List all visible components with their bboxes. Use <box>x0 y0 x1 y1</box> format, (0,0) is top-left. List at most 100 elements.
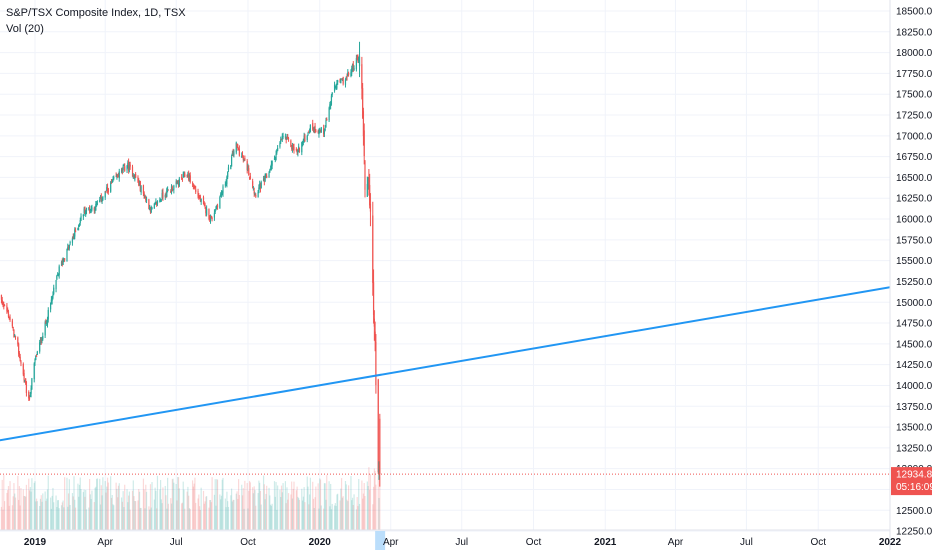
candle-body <box>128 165 130 170</box>
symbol-title[interactable]: S&P/TSX Composite Index, 1D, TSX <box>6 7 186 19</box>
volume-bar <box>209 500 211 530</box>
volume-bar <box>301 500 304 530</box>
candle-body <box>93 207 95 211</box>
candle-body <box>224 184 226 186</box>
volume-bar <box>133 496 135 530</box>
volume-bar <box>328 481 330 530</box>
candle-body <box>63 259 65 261</box>
candle-body <box>176 180 178 182</box>
candle-body <box>373 318 375 327</box>
volume-bar <box>276 509 278 530</box>
candle-body <box>254 193 256 195</box>
volume-bar <box>358 479 360 530</box>
volume-bar <box>101 495 103 530</box>
candle-body <box>214 210 216 212</box>
volume-bar <box>350 475 352 530</box>
candle-body <box>345 76 347 79</box>
volume-bar <box>287 493 290 530</box>
candle-body <box>153 203 155 209</box>
volume-bar <box>182 481 184 530</box>
volume-bar <box>195 502 197 530</box>
candle-body <box>113 177 115 179</box>
volume-bar <box>167 503 169 530</box>
trendline[interactable] <box>0 286 891 443</box>
volume-bar <box>58 508 60 530</box>
candle-body <box>102 196 104 200</box>
candle-body <box>11 320 13 327</box>
volume-bar <box>30 491 32 530</box>
price-tick-label: 17750.00 <box>896 69 932 80</box>
candle-body <box>128 161 130 171</box>
candle-body <box>319 129 322 131</box>
volume-bar <box>362 498 364 530</box>
volume-bar <box>286 487 288 530</box>
volume-bar <box>139 507 141 530</box>
candle-body <box>369 184 371 206</box>
volume-bar <box>165 495 167 530</box>
volume-indicator-label[interactable]: Vol (20) <box>6 23 44 35</box>
volume-bar <box>252 487 254 530</box>
time-axis[interactable]: 2019 Apr Jul Oct 2020 Apr Jul Oct 2021 Apr Jul Oct 2… <box>24 537 902 548</box>
volume-bar <box>340 488 342 530</box>
candle-body <box>230 156 233 167</box>
candle-body <box>297 150 299 154</box>
volume-bar <box>0 506 3 530</box>
candle-body <box>50 299 52 303</box>
candle-body <box>281 135 283 140</box>
volume-bar <box>315 486 317 530</box>
volume-bar <box>83 489 85 530</box>
candle-body <box>312 123 314 130</box>
volume-bar <box>219 494 221 530</box>
candle-body <box>133 175 135 179</box>
volume-bar <box>79 477 81 530</box>
candle-body <box>7 309 9 312</box>
volume-bar <box>67 506 69 530</box>
volume-bar <box>216 479 219 530</box>
volume-bar <box>57 500 59 530</box>
price-tick-label: 14750.00 <box>896 319 932 330</box>
volume-bar <box>284 481 287 530</box>
volume-bar <box>303 487 305 530</box>
candle-body <box>44 322 46 336</box>
volume-bar <box>319 479 322 530</box>
price-tag-box <box>891 467 932 496</box>
candle-body <box>138 181 140 186</box>
volume-bar <box>336 494 338 530</box>
time-tick-label: 2022 <box>879 537 902 548</box>
candle-body <box>220 193 223 195</box>
volume-bar <box>377 474 379 530</box>
volume-bar <box>89 479 91 530</box>
candle-body <box>22 364 24 375</box>
candle-body <box>243 159 245 161</box>
volume-bar <box>88 507 90 530</box>
volume-bar <box>156 475 159 530</box>
volume-bar <box>264 499 266 530</box>
volume-bar <box>57 500 60 530</box>
candle-body <box>318 131 320 135</box>
candle-body <box>162 191 164 198</box>
candle-body <box>187 173 189 176</box>
candle-body <box>266 175 268 178</box>
volume-bar <box>244 480 246 530</box>
candle-body <box>298 146 300 150</box>
time-tick-label: Oct <box>240 537 256 548</box>
volume-bar <box>24 496 26 530</box>
candle-body <box>192 184 194 187</box>
volume-bar <box>373 468 375 530</box>
candle-body <box>28 392 30 399</box>
candle-body <box>160 199 162 201</box>
candle-body <box>220 194 222 196</box>
volume-bar <box>36 501 38 530</box>
volume-bar <box>44 491 46 530</box>
volume-bar <box>238 495 240 530</box>
candle-body <box>131 166 134 177</box>
candle-body <box>233 151 235 156</box>
candle-body <box>17 337 19 345</box>
volume-bar <box>183 489 185 530</box>
candle-body <box>167 189 169 191</box>
volume-bar <box>295 490 297 530</box>
candle-body <box>287 138 290 140</box>
price-tick-label: 16500.00 <box>896 173 932 184</box>
volume-bar <box>7 490 9 530</box>
